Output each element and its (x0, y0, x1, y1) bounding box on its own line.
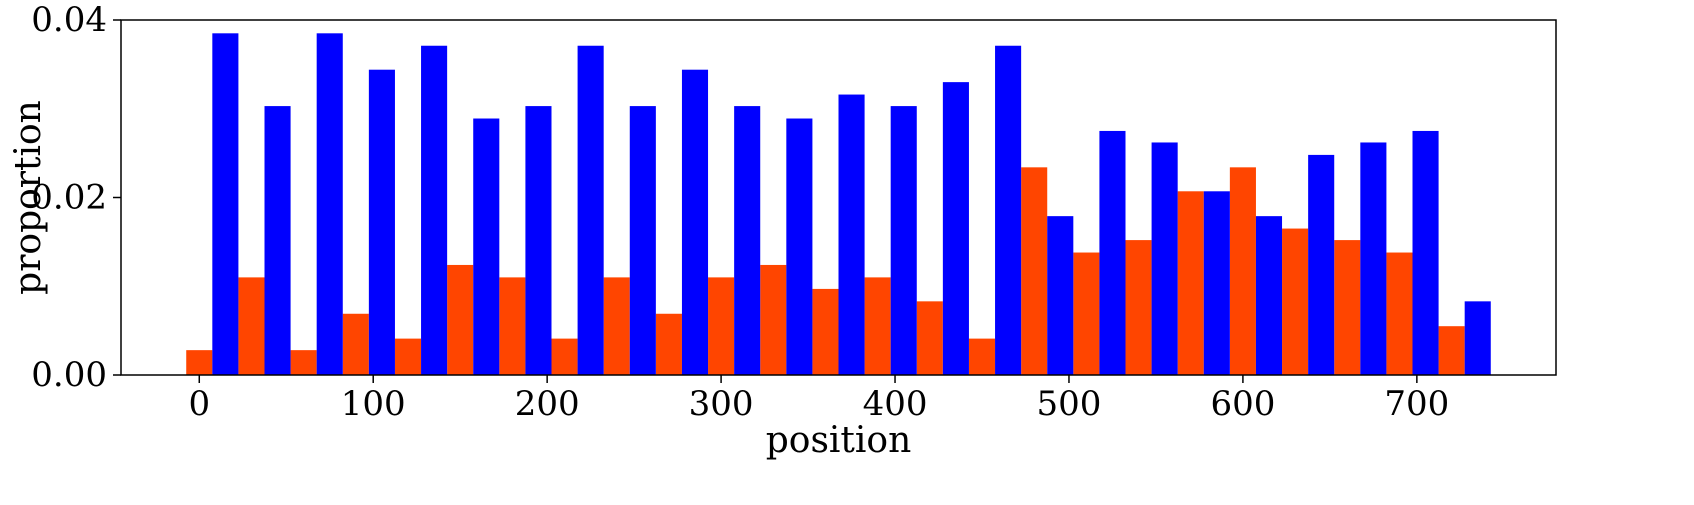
bar (655, 313, 682, 375)
bar (995, 45, 1022, 376)
x-tick-label: 400 (863, 384, 928, 424)
bar (368, 69, 395, 375)
bar (864, 277, 891, 376)
bar (1255, 216, 1283, 375)
bar (342, 313, 369, 375)
bar (499, 277, 526, 376)
bar (473, 118, 500, 375)
bar (968, 338, 996, 375)
y-tick-label: 0.04 (31, 0, 107, 40)
bar (577, 45, 604, 376)
x-tick-label: 600 (1210, 384, 1275, 424)
bar (1151, 142, 1178, 375)
bar (212, 33, 239, 376)
x-tick-label: 700 (1384, 384, 1449, 424)
bar (316, 33, 343, 376)
bar (838, 94, 865, 376)
bar (551, 338, 578, 375)
bar (264, 106, 291, 375)
bar (603, 277, 630, 376)
x-tick-label: 200 (515, 384, 580, 424)
bar (1125, 240, 1152, 375)
bar (1229, 167, 1256, 375)
y-axis-ticks: 0.00 0.02 0.04 (31, 0, 121, 395)
y-axis-label: proportion (8, 100, 49, 295)
x-tick-label: 500 (1037, 384, 1102, 424)
bar (1021, 167, 1048, 375)
bar (708, 277, 735, 376)
bar (447, 264, 474, 375)
bar (525, 106, 552, 375)
bar (629, 106, 656, 375)
x-tick-label: 0 (188, 384, 210, 424)
bar (760, 264, 787, 375)
bar (186, 350, 213, 375)
bar (421, 45, 448, 376)
bar (238, 277, 265, 376)
bar (394, 338, 422, 375)
bar (1412, 130, 1439, 375)
x-axis-ticks: 0 100 200 300 400 500 600 700 (188, 375, 1449, 424)
y-tick-label: 0.00 (31, 355, 107, 395)
y-tick-label: 0.02 (31, 178, 107, 218)
bar-layer (186, 33, 1491, 376)
bar (1386, 252, 1413, 375)
bar (1073, 252, 1100, 375)
bar (1360, 142, 1387, 375)
bar (1099, 130, 1126, 375)
bar (734, 106, 761, 375)
bar (1203, 191, 1230, 375)
bar (1464, 301, 1491, 375)
x-axis-label: position (766, 420, 912, 461)
bar (812, 288, 839, 375)
bar (1334, 240, 1361, 375)
bar (786, 118, 813, 375)
x-tick-label: 300 (689, 384, 754, 424)
bar (1177, 191, 1204, 375)
bar (942, 82, 969, 376)
bar (916, 301, 943, 375)
bar (1308, 154, 1335, 375)
bar (290, 350, 317, 375)
bar (681, 69, 709, 375)
bar (1282, 228, 1309, 375)
bar (1438, 326, 1465, 375)
x-tick-label: 100 (341, 384, 406, 424)
bar (890, 106, 917, 375)
bar (1047, 216, 1074, 375)
